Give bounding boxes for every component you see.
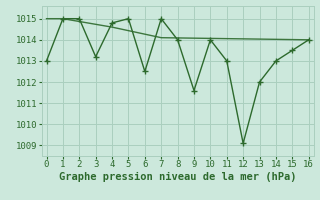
X-axis label: Graphe pression niveau de la mer (hPa): Graphe pression niveau de la mer (hPa): [59, 172, 296, 182]
